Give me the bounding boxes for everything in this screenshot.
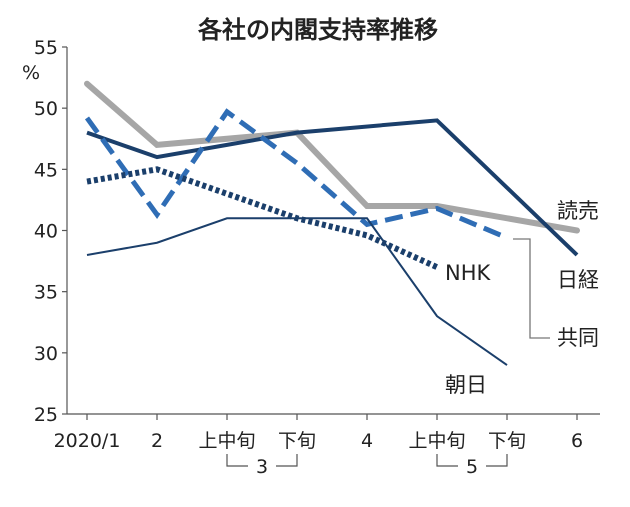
y-tick-label: 25 (34, 404, 58, 426)
series-line-2 (84, 108, 508, 241)
x-group-label: 5 (466, 456, 478, 478)
series-label-asahi: 朝日 (445, 373, 487, 397)
x-tick-label: 下旬 (278, 430, 316, 452)
y-tick-label: 45 (34, 159, 58, 181)
y-tick-label: 30 (34, 343, 58, 365)
x-group-label: 3 (256, 456, 268, 478)
series-line-3 (86, 166, 439, 270)
y-tick-label: 40 (34, 221, 58, 243)
x-tick-label: 下旬 (488, 430, 526, 452)
x-tick-label: 6 (571, 430, 583, 452)
series-line-0 (84, 80, 580, 234)
x-group-bracket (436, 454, 508, 467)
x-tick-label: 4 (361, 430, 373, 452)
x-tick-label: 上中旬 (408, 430, 465, 452)
series-label-nikkei: 日経 (557, 268, 599, 292)
x-tick-label: 上中旬 (198, 430, 255, 452)
series-label-kyodo: 共同 (557, 326, 599, 350)
x-tick-label: 2 (151, 430, 163, 452)
series-label-yomiuri: 読売 (557, 199, 599, 223)
y-tick-label: 50 (34, 98, 58, 120)
chart-title: 各社の内閣支持率推移 (197, 16, 438, 44)
y-tick-label: 55 (34, 37, 58, 59)
y-axis-unit: % (22, 62, 40, 84)
kyodo-leader-line (513, 238, 550, 339)
x-group-bracket (226, 454, 298, 467)
series-line-4 (86, 217, 508, 366)
x-tick-label: 2020/1 (54, 430, 121, 452)
series-line-1 (86, 118, 579, 257)
series-label-nhk: NHK (445, 261, 492, 285)
y-tick-label: 35 (34, 282, 58, 304)
